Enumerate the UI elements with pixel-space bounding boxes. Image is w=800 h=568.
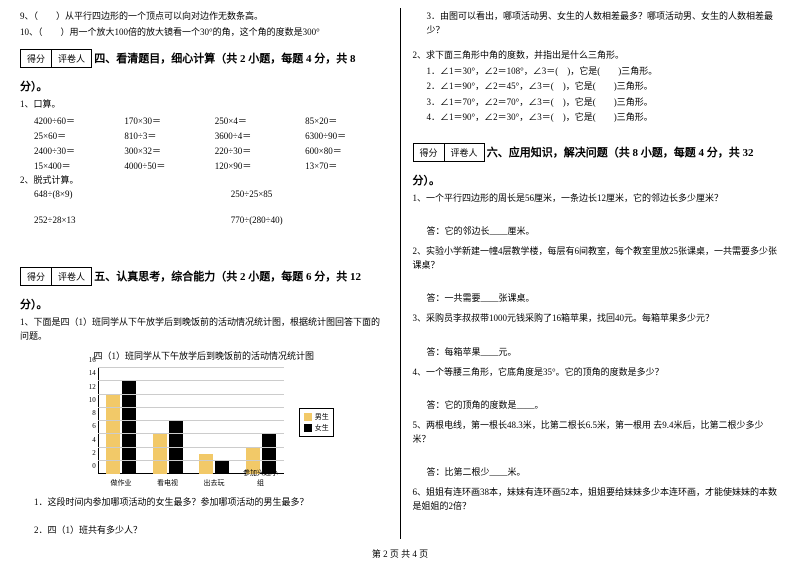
ytick: 16	[74, 356, 96, 364]
tri-item: 4．∠1＝90°，∠2＝30°，∠3＝( )，它是( )三角形。	[427, 111, 781, 125]
sec6-q1: 1、一个平行四边形的周长是56厘米，一条边长12厘米，它的邻边长多少厘米？	[413, 192, 781, 206]
score-box-6: 得分 评卷人	[413, 143, 485, 162]
gridline	[98, 407, 284, 408]
sec6-a1: 答：它的邻边长____厘米。	[427, 224, 781, 237]
bar-girls	[169, 421, 183, 474]
oral-item: 3600÷4＝	[215, 129, 297, 142]
gridline	[98, 380, 284, 381]
ytick: 0	[74, 462, 96, 470]
calc-item: 770÷(280÷40)	[231, 215, 388, 225]
sec6-title2: 分）。	[413, 172, 781, 188]
grader-label: 评卷人	[52, 50, 91, 67]
xlabel: 做作业	[101, 478, 141, 488]
sec5-sub1: 1．这段时间内参加哪项活动的女生最多？参加哪项活动的男生最多？	[20, 496, 388, 510]
grader-label: 评卷人	[52, 268, 91, 285]
score-label: 得分	[414, 144, 445, 161]
gridline	[98, 394, 284, 395]
gridline	[98, 447, 284, 448]
ytick: 14	[74, 369, 96, 377]
sec5-q1: 1、下面是四（1）班同学从下午放学后到晚饭前的活动情况统计图，根据统计图回答下面…	[20, 316, 388, 343]
sec5-sub2: 2．四（1）班共有多少人？	[20, 524, 388, 538]
oral-item: 4000÷50＝	[124, 159, 206, 172]
sec6-a2: 答：一共需要____张课桌。	[427, 291, 781, 304]
ytick: 8	[74, 409, 96, 417]
oral-item: 170×30＝	[124, 114, 206, 127]
oral-item: 120×90＝	[215, 159, 297, 172]
q10: 10、（ ）用一个放大100倍的放大镜看一个30°的角，这个角的度数是300°	[20, 26, 388, 40]
bar-boys	[199, 454, 213, 474]
calc-grid: 648÷(8×9) 250÷25×85 252÷28×13 770÷(280÷40)	[34, 189, 388, 225]
tri-item: 1．∠1＝30°，∠2＝108°，∠3＝( )，它是( )三角形。	[427, 65, 781, 79]
ytick: 12	[74, 383, 96, 391]
swatch-boys	[304, 413, 312, 421]
sec6-q3: 3、采购员李叔叔带1000元钱采购了16箱苹果，找回40元。每箱苹果多少元？	[413, 312, 781, 326]
sec4-title2: 分）。	[20, 78, 388, 94]
legend-girls-label: 女生	[315, 423, 329, 433]
oral-item: 13×70＝	[305, 159, 387, 172]
legend-girls: 女生	[304, 423, 329, 433]
oral-grid: 4200÷60＝ 170×30＝ 250×4＝ 85×20＝ 25×60＝ 810÷3＝ 3…	[34, 114, 388, 172]
xlabel: 参加兴趣小组	[241, 468, 281, 488]
bar-girls	[215, 461, 229, 474]
gridline	[98, 460, 284, 461]
score-box-5: 得分 评卷人	[20, 267, 92, 286]
sec4-title: 四、看清题目，细心计算（共 2 小题，每题 4 分，共 8	[94, 53, 355, 65]
bar-group	[148, 421, 188, 474]
calc-item: 648÷(8×9)	[34, 189, 191, 199]
q9: 9、（ ）从平行四边形的一个顶点可以向对边作无数条高。	[20, 10, 388, 24]
tri-head: 2、求下面三角形中角的度数，并指出是什么三角形。	[413, 49, 781, 63]
oral-item: 220÷30＝	[215, 144, 297, 157]
sec6-q6: 6、姐姐有连环画38本，妹妹有连环画52本，姐姐要给妹妹多少本连环画，才能使妹妹…	[413, 486, 781, 513]
tri-item: 3．∠1＝70°，∠2＝70°，∠3＝( )，它是( )三角形。	[427, 96, 781, 110]
sec4-q2: 2、脱式计算。	[20, 174, 388, 188]
ytick: 4	[74, 436, 96, 444]
bars	[98, 368, 284, 474]
oral-item: 2400÷30＝	[34, 144, 116, 157]
bar-chart: 男生 女生 0246810121416做作业看电视出去玩参加兴趣小组	[74, 368, 334, 488]
xlabel: 看电视	[148, 478, 188, 488]
tri-item: 2．∠1＝90°，∠2＝45°，∠3＝( )，它是( )三角形。	[427, 80, 781, 94]
sec6-q5: 5、两根电线，第一根长48.3米，比第二根长6.5米，第一根用 去9.4米后，比…	[413, 419, 781, 446]
calc-item: 252÷28×13	[34, 215, 191, 225]
oral-item: 250×4＝	[215, 114, 297, 127]
sec5-title2: 分）。	[20, 296, 388, 312]
oral-item: 25×60＝	[34, 129, 116, 142]
gridline	[98, 433, 284, 434]
gridline	[98, 367, 284, 368]
right-q3: 3．由图可以看出，哪项活动男、女生的人数相差最多？哪项活动男、女生的人数相差最少…	[413, 10, 781, 37]
ytick: 6	[74, 422, 96, 430]
score-label: 得分	[21, 268, 52, 285]
sec6-a3: 答：每箱苹果____元。	[427, 345, 781, 358]
gridline	[98, 420, 284, 421]
ytick: 10	[74, 396, 96, 404]
grader-label: 评卷人	[445, 144, 484, 161]
xlabel: 出去玩	[194, 478, 234, 488]
sec6-title: 六、应用知识，解决问题（共 8 小题，每题 4 分，共 32	[487, 147, 754, 159]
oral-item: 85×20＝	[305, 114, 387, 127]
legend-boys-label: 男生	[315, 412, 329, 422]
sec6-q2: 2、实验小学新建一幢4层教学楼，每层有6间教室，每个教室里放25张课桌，一共需要…	[413, 245, 781, 272]
sec6-q4: 4、一个等腰三角形，它底角度是35°。它的顶角的度数是多少？	[413, 366, 781, 380]
score-box-4: 得分 评卷人	[20, 49, 92, 68]
sec5-title: 五、认真思考，综合能力（共 2 小题，每题 6 分，共 12	[94, 271, 361, 283]
ytick: 2	[74, 449, 96, 457]
oral-item: 6300÷90＝	[305, 129, 387, 142]
sec6-a5: 答：比第二根少____米。	[427, 465, 781, 478]
swatch-girls	[304, 424, 312, 432]
sec4-q1: 1、口算。	[20, 98, 388, 112]
oral-item: 4200÷60＝	[34, 114, 116, 127]
legend-boys: 男生	[304, 412, 329, 422]
oral-item: 15×400＝	[34, 159, 116, 172]
bar-boys	[153, 434, 167, 474]
page-footer: 第 2 页 共 4 页	[8, 547, 792, 560]
bar-group	[194, 454, 234, 474]
tri-list: 1．∠1＝30°，∠2＝108°，∠3＝( )，它是( )三角形。2．∠1＝90…	[413, 65, 781, 125]
oral-item: 300×32＝	[124, 144, 206, 157]
sec6-a4: 答：它的顶角的度数是____。	[427, 398, 781, 411]
oral-item: 810÷3＝	[124, 129, 206, 142]
calc-item: 250÷25×85	[231, 189, 388, 199]
score-label: 得分	[21, 50, 52, 67]
oral-item: 600×80＝	[305, 144, 387, 157]
legend: 男生 女生	[299, 408, 334, 437]
